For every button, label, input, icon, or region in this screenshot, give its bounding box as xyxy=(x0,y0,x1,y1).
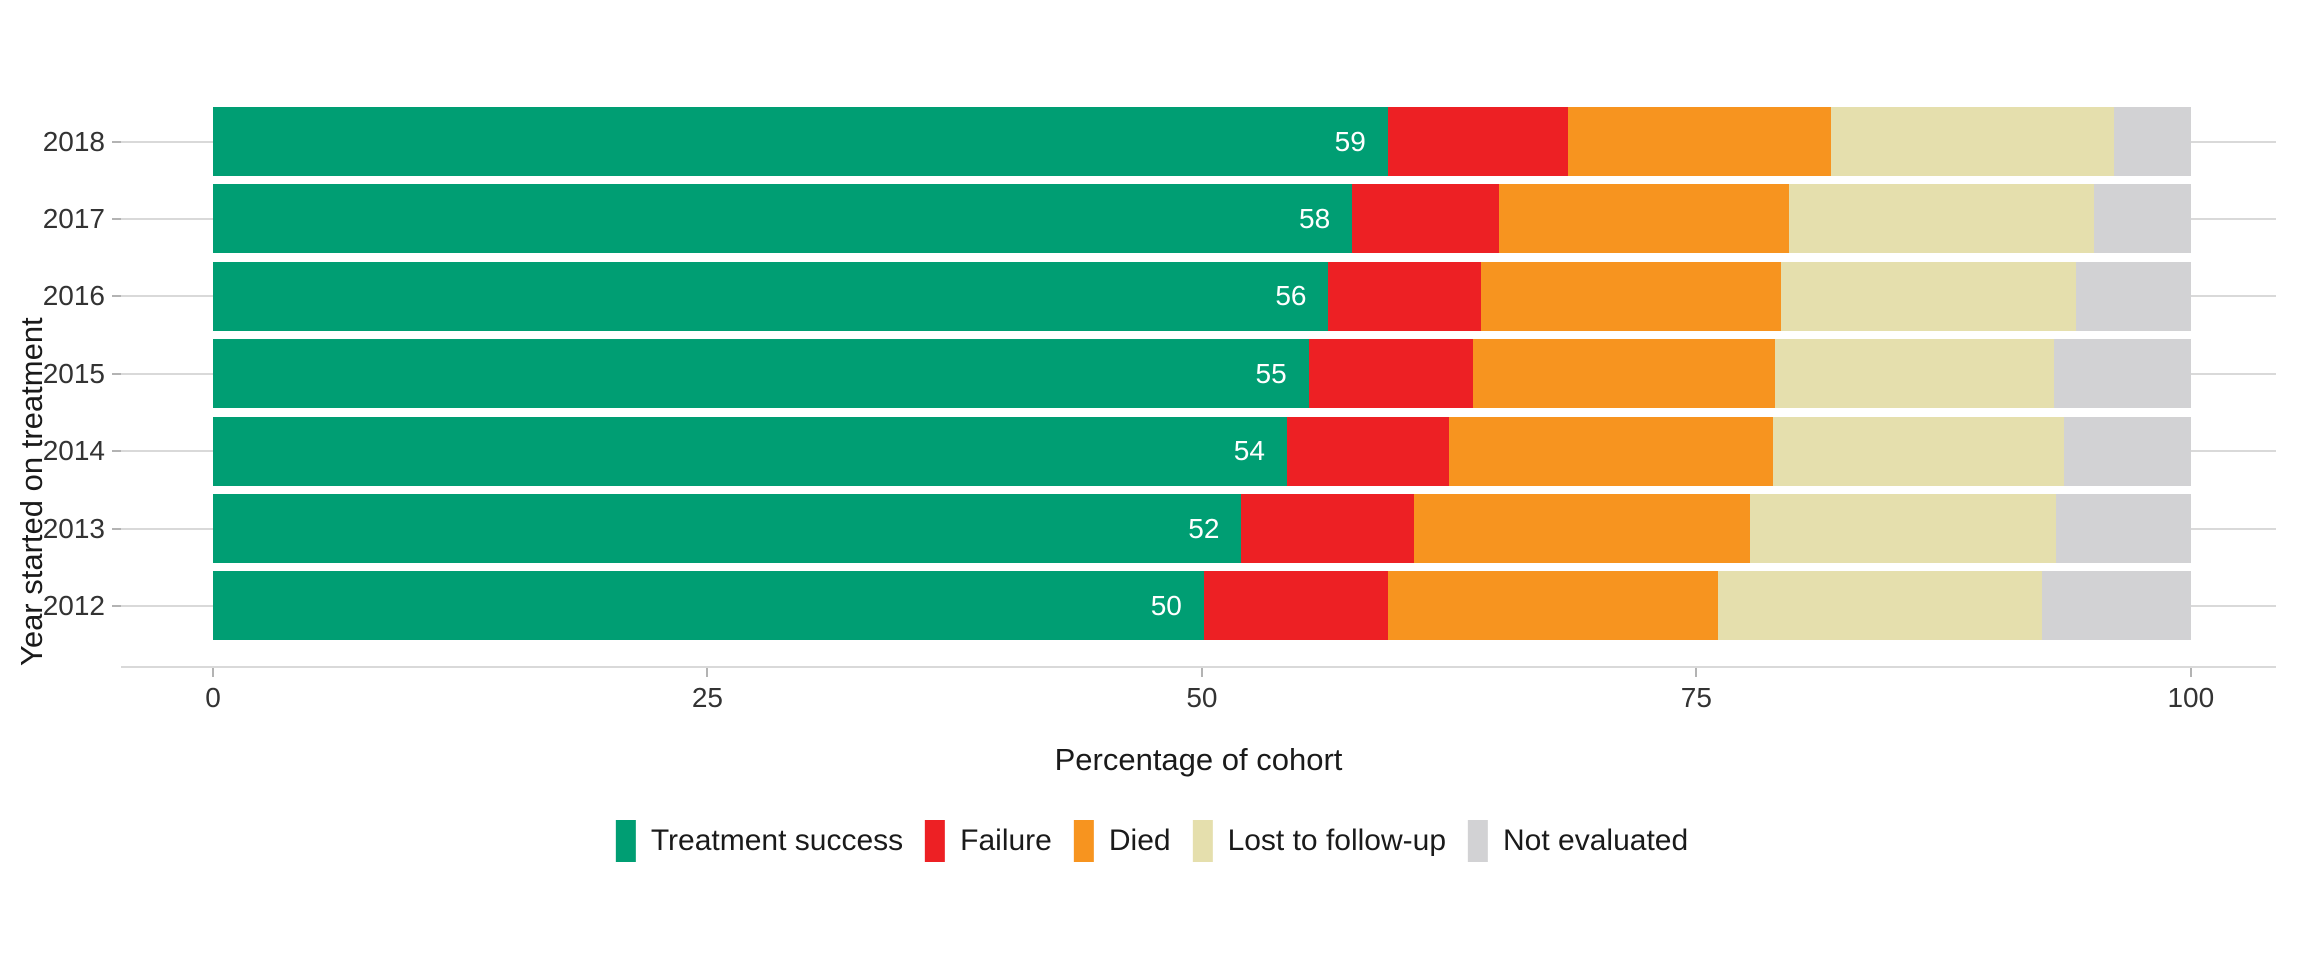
bar-value-label: 52 xyxy=(1188,512,1220,544)
bar-segment-2014-lost-to-follow-up xyxy=(1773,416,2065,486)
bar-segment-2012-died xyxy=(1387,571,1719,641)
legend-item-lost-to-follow-up: Lost to follow-up xyxy=(1192,820,1447,862)
bar-segment-2016-failure xyxy=(1328,261,1481,331)
legend-item-not-evaluated: Not evaluated xyxy=(1468,820,1688,862)
y-tick-label-2012: 2012 xyxy=(42,589,105,621)
bar-segment-2012-not-evaluated xyxy=(2042,571,2191,641)
bar-segment-2015-failure xyxy=(1308,339,1473,409)
bar-segment-2015-died xyxy=(1472,339,1776,409)
y-axis-title: Year started on treatment xyxy=(14,317,49,666)
bar-segment-2012-lost-to-follow-up xyxy=(1718,571,2043,641)
y-tick-label-2014: 2014 xyxy=(42,435,105,467)
bar-segment-2014-died xyxy=(1449,416,1774,486)
bar-segment-2016-treatment-success: 56 xyxy=(213,261,1329,331)
bar-segment-2018-not-evaluated xyxy=(2113,107,2191,176)
x-tick-label-25: 25 xyxy=(691,682,724,713)
bar-segment-2012-failure xyxy=(1203,571,1388,641)
bar-segment-2015-treatment-success: 55 xyxy=(213,339,1309,409)
bar-segment-2017-failure xyxy=(1352,184,1499,254)
y-tick-label-2015: 2015 xyxy=(42,357,105,389)
y-tick-mark xyxy=(112,140,121,143)
bar-segment-2018-treatment-success: 59 xyxy=(213,107,1388,176)
bar-segment-2016-not-evaluated xyxy=(2076,261,2191,331)
legend-swatch xyxy=(615,820,636,862)
bar-segment-2013-failure xyxy=(1241,494,1414,563)
bar-segment-2015-lost-to-follow-up xyxy=(1775,339,2055,409)
bar-segment-2013-not-evaluated xyxy=(2056,494,2191,563)
y-tick-mark xyxy=(112,295,121,298)
legend-label: Lost to follow-up xyxy=(1227,824,1447,857)
x-tick-label-0: 0 xyxy=(205,682,221,713)
legend-item-died: Died xyxy=(1073,820,1171,862)
bar-value-label: 56 xyxy=(1275,280,1307,312)
bar-segment-2017-died xyxy=(1498,184,1790,254)
bar-segment-2015-not-evaluated xyxy=(2054,339,2191,409)
x-axis-title: Percentage of cohort xyxy=(1054,742,1343,777)
bar-row-2012: 50 xyxy=(213,571,2191,641)
bar-segment-2018-failure xyxy=(1387,107,1568,176)
bar-segment-2016-lost-to-follow-up xyxy=(1781,261,2077,331)
bar-segment-2014-failure xyxy=(1286,416,1450,486)
y-tick-label-2016: 2016 xyxy=(42,280,105,312)
bar-segment-2017-lost-to-follow-up xyxy=(1789,184,2094,254)
x-tick-mark xyxy=(212,668,214,677)
bar-segment-2017-treatment-success: 58 xyxy=(213,184,1353,254)
bar-segment-2018-lost-to-follow-up xyxy=(1830,107,2114,176)
x-axis-line xyxy=(121,666,2276,668)
y-tick-label-2013: 2013 xyxy=(42,512,105,544)
y-tick-mark xyxy=(112,372,121,375)
legend-label: Treatment success xyxy=(650,824,904,857)
bar-value-label: 59 xyxy=(1334,125,1366,157)
bar-row-2013: 52 xyxy=(213,494,2191,563)
bar-segment-2016-died xyxy=(1480,261,1782,331)
legend-swatch xyxy=(1192,820,1213,862)
bar-row-2017: 58 xyxy=(213,184,2191,254)
bar-segment-2018-died xyxy=(1567,107,1831,176)
legend-label: Not evaluated xyxy=(1503,824,1689,857)
x-tick-mark xyxy=(2189,668,2192,677)
x-tick-mark xyxy=(1200,668,1203,677)
x-tick-mark xyxy=(706,668,709,677)
bar-value-label: 58 xyxy=(1299,202,1331,234)
x-tick-label-50: 50 xyxy=(1186,682,1218,713)
bar-segment-2017-not-evaluated xyxy=(2093,184,2191,254)
y-tick-mark xyxy=(112,217,121,220)
bar-value-label: 55 xyxy=(1255,357,1287,389)
legend-swatch xyxy=(1468,820,1489,862)
bar-row-2015: 55 xyxy=(213,339,2191,409)
bar-segment-2012-treatment-success: 50 xyxy=(213,571,1204,641)
bar-segment-2013-lost-to-follow-up xyxy=(1749,494,2057,563)
bar-segment-2013-died xyxy=(1413,494,1750,563)
bar-segment-2014-treatment-success: 54 xyxy=(213,416,1287,486)
y-tick-label-2017: 2017 xyxy=(42,202,105,234)
bar-row-2014: 54 xyxy=(213,416,2191,486)
y-tick-label-2018: 2018 xyxy=(42,125,105,157)
legend-item-failure: Failure xyxy=(925,820,1052,862)
x-tick-mark xyxy=(1695,668,1698,677)
bar-segment-2014-not-evaluated xyxy=(2064,416,2191,486)
y-tick-mark xyxy=(112,604,121,607)
bar-value-label: 50 xyxy=(1150,589,1182,621)
legend-swatch xyxy=(925,820,946,862)
legend-item-treatment-success: Treatment success xyxy=(615,820,904,862)
bar-row-2016: 56 xyxy=(213,261,2191,331)
bar-segment-2013-treatment-success: 52 xyxy=(213,494,1242,563)
legend-label: Died xyxy=(1108,824,1171,857)
y-tick-mark xyxy=(112,527,121,530)
y-tick-mark xyxy=(112,450,121,453)
legend-label: Failure xyxy=(960,824,1052,857)
legend-swatch xyxy=(1073,820,1094,862)
x-tick-label-75: 75 xyxy=(1680,682,1712,713)
bar-value-label: 54 xyxy=(1233,435,1265,467)
bar-row-2018: 59 xyxy=(213,107,2191,176)
x-tick-label-100: 100 xyxy=(2167,682,2215,713)
legend: Treatment success Failure Died Lost to foll… xyxy=(615,820,1688,862)
